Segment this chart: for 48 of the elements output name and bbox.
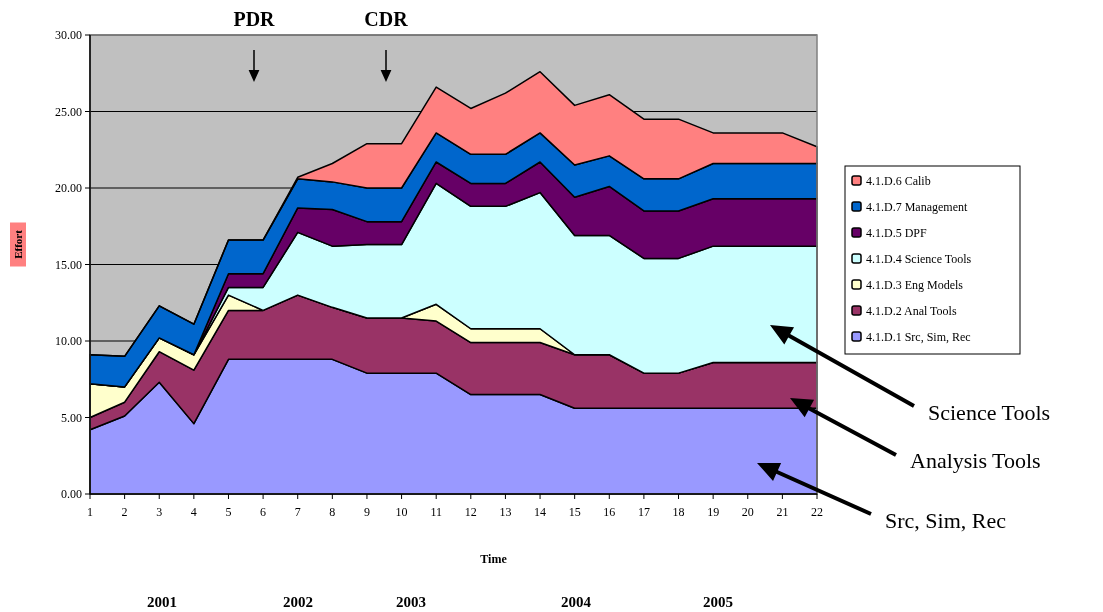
legend-label: 4.1.D.4 Science Tools — [866, 252, 972, 267]
y-tick-label: 20.00 — [55, 181, 82, 196]
y-tick-label: 25.00 — [55, 104, 82, 119]
legend-label: 4.1.D.3 Eng Models — [866, 278, 964, 293]
x-tick-label: 9 — [363, 505, 370, 519]
x-tick-label: 11 — [430, 505, 442, 519]
legend-label: 4.1.D.1 Src, Sim, Rec — [866, 330, 971, 345]
x-tick-label: 5 — [225, 505, 232, 519]
x-tick-label: 21 — [776, 505, 789, 519]
x-tick-label: 15 — [568, 505, 581, 519]
legend-label: 4.1.D.6 Calib — [866, 174, 931, 189]
text: CDR — [364, 8, 409, 30]
legend-label: 4.1.D.7 Management — [866, 200, 968, 215]
text: PDR — [233, 8, 276, 30]
y-tick-label: 5.00 — [61, 410, 82, 425]
y-tick-label: 0.00 — [61, 487, 82, 502]
x-tick-label: 16 — [603, 505, 616, 519]
x-tick-label: 13 — [499, 505, 512, 519]
legend-label: 4.1.D.2 Anal Tools — [866, 304, 957, 319]
text: 2001 — [147, 594, 177, 610]
x-tick-label: 8 — [329, 505, 336, 519]
x-axis-title: Time — [480, 552, 508, 566]
y-axis-title: Effort — [11, 229, 24, 259]
y-tick-label: 15.00 — [55, 257, 82, 272]
x-tick-label: 3 — [156, 505, 163, 519]
text: Src, Sim, Rec — [885, 508, 1007, 533]
y-tick-label: 10.00 — [55, 334, 82, 349]
x-tick-label: 18 — [672, 505, 685, 519]
y-tick-label: 30.00 — [55, 28, 82, 43]
text: 2004 — [561, 594, 592, 610]
legend-label: 4.1.D.5 DPF — [866, 226, 928, 241]
x-tick-label: 12 — [464, 505, 477, 519]
x-tick-label: 22 — [811, 505, 823, 519]
x-tick-label: 10 — [395, 505, 408, 519]
text: 2002 — [283, 594, 313, 610]
x-tick-label: 7 — [294, 505, 301, 519]
x-tick-label: 14 — [534, 505, 547, 519]
text: 2005 — [703, 594, 733, 610]
x-tick-label: 1 — [87, 505, 93, 519]
x-tick-label: 19 — [707, 505, 720, 519]
x-tick-label: 4 — [190, 505, 197, 519]
x-tick-label: 20 — [741, 505, 754, 519]
x-tick-label: 17 — [637, 505, 650, 519]
text: 2003 — [396, 594, 426, 610]
x-tick-label: 6 — [260, 505, 267, 519]
text: Science Tools — [928, 400, 1051, 425]
x-tick-label: 2 — [121, 505, 128, 519]
text: Analysis Tools — [910, 448, 1041, 473]
